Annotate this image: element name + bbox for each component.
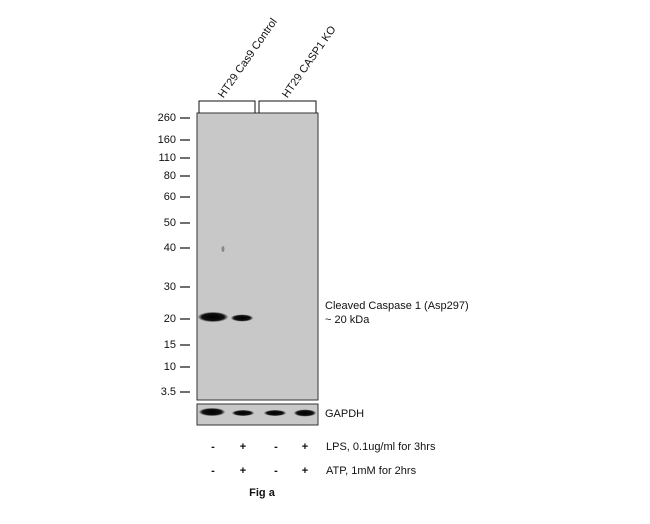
lane-bracket	[198, 100, 256, 113]
marker-label: 260	[158, 112, 176, 124]
caption: Fig a	[249, 487, 276, 499]
treatment-label: ATP, 1mM for 2hrs	[326, 465, 417, 477]
band	[198, 312, 228, 322]
lane-label: HT29 CASP1 KO	[280, 24, 339, 101]
band	[232, 410, 254, 416]
band-label: ~ 20 kDa	[325, 314, 370, 326]
spot	[221, 246, 225, 252]
marker-label: 15	[164, 339, 176, 351]
lane-label: HT29 Cas9 Control	[216, 16, 280, 100]
treatment-label: LPS, 0.1ug/ml for 3hrs	[326, 441, 436, 453]
marker-label: 10	[164, 361, 176, 373]
blot-panel	[196, 112, 319, 401]
loading-control-label: GAPDH	[325, 408, 364, 420]
marker-label: 80	[164, 170, 176, 182]
marker-label: 50	[164, 217, 176, 229]
treatment-sign: +	[240, 465, 246, 477]
marker-label: 40	[164, 242, 176, 254]
treatment-sign: -	[274, 465, 278, 477]
band	[199, 408, 225, 416]
treatment-sign: +	[302, 465, 308, 477]
treatment-sign: +	[302, 441, 308, 453]
treatment-sign: -	[211, 441, 215, 453]
marker-label: 3.5	[161, 386, 176, 398]
marker-label: 20	[164, 313, 176, 325]
gapdh-panel	[196, 403, 319, 426]
marker-label: 30	[164, 281, 176, 293]
band	[264, 410, 286, 416]
band-label: Cleaved Caspase 1 (Asp297)	[325, 300, 469, 312]
treatment-sign: -	[211, 465, 215, 477]
treatment-sign: -	[274, 441, 278, 453]
marker-label: 160	[158, 134, 176, 146]
treatment-sign: +	[240, 441, 246, 453]
band	[294, 409, 316, 417]
marker-label: 110	[158, 152, 176, 164]
marker-label: 60	[164, 191, 176, 203]
lane-bracket	[258, 100, 317, 113]
band	[231, 314, 253, 322]
